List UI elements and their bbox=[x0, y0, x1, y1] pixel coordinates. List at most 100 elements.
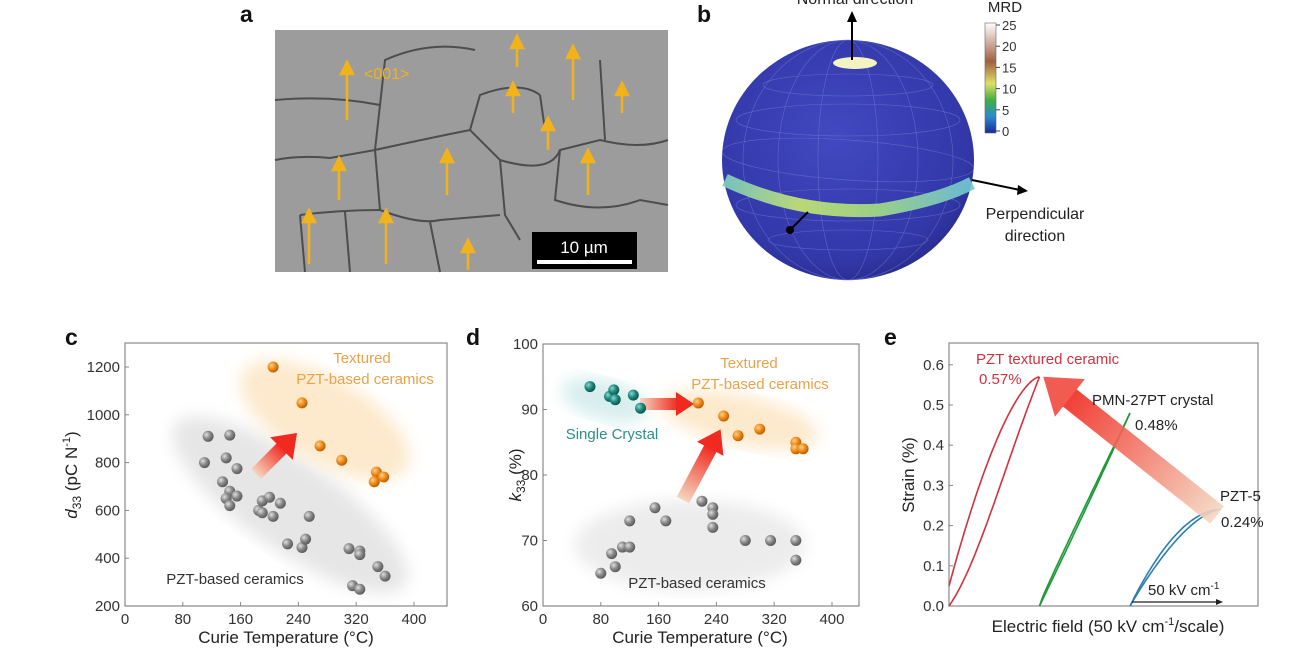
data-point bbox=[609, 394, 621, 406]
data-point bbox=[303, 510, 315, 522]
data-point bbox=[692, 397, 704, 409]
data-point bbox=[256, 507, 268, 519]
textured-label-line1: Textured bbox=[333, 350, 391, 367]
colorbar-tick-label: 10 bbox=[1002, 82, 1016, 97]
x-tick-label: 320 bbox=[344, 611, 369, 628]
data-point bbox=[627, 389, 639, 401]
colorbar-title: MRD bbox=[988, 0, 1022, 16]
y-tick-label: 80 bbox=[521, 467, 538, 484]
x-tick-label: 160 bbox=[228, 611, 253, 628]
single-crystal-region bbox=[561, 377, 649, 423]
y-axis-label-c: d33 (pC N-1) bbox=[61, 431, 84, 518]
data-point bbox=[606, 548, 618, 560]
panel-letter-d: d bbox=[466, 324, 480, 350]
normal-direction-label: Normal direction bbox=[797, 0, 913, 8]
improvement-arrow-c bbox=[251, 432, 298, 479]
data-point bbox=[608, 384, 620, 396]
y-tick-label: 0.2 bbox=[923, 518, 944, 535]
data-point bbox=[202, 430, 214, 442]
scale-bar-label: 10 µm bbox=[560, 238, 608, 257]
improvement-arrow-e bbox=[1043, 376, 1224, 524]
data-point bbox=[609, 561, 621, 573]
y-tick-label: 0.4 bbox=[923, 437, 944, 454]
data-point bbox=[379, 570, 391, 582]
data-point bbox=[354, 583, 366, 595]
x-tick-label: 160 bbox=[646, 611, 671, 628]
data-point bbox=[649, 502, 661, 514]
series-label-pmn-pt: PMN-27PT crystal bbox=[1092, 392, 1213, 409]
strain-curve-lower bbox=[948, 376, 1041, 607]
data-point bbox=[343, 543, 355, 555]
data-point bbox=[224, 429, 236, 441]
data-point bbox=[732, 430, 744, 442]
single-crystal-label: Single Crystal bbox=[566, 426, 659, 443]
scale-bar: 10 µm bbox=[532, 232, 637, 269]
y-tick-label: 60 bbox=[521, 598, 538, 615]
data-point bbox=[660, 515, 672, 527]
perpendicular-label-line2: direction bbox=[1005, 228, 1065, 245]
data-point bbox=[624, 541, 636, 553]
direction-label: <001> bbox=[364, 66, 409, 83]
y-tick-label: 0.6 bbox=[923, 357, 944, 374]
x-axis-label-e: Electric field (50 kV cm-1/scale) bbox=[992, 616, 1225, 636]
panel-letter-b: b bbox=[697, 1, 711, 27]
pole-sphere: Normal direction Perpendicular direction bbox=[721, 0, 1085, 281]
series-label-pzt-textured: PZT textured ceramic bbox=[976, 351, 1120, 368]
panel-letter-a: a bbox=[240, 1, 253, 27]
max-strain-pmn-pt: 0.48% bbox=[1135, 417, 1178, 434]
y-axis-label-d: k33 (%) bbox=[506, 448, 528, 501]
data-point bbox=[217, 476, 229, 488]
colorbar-tick-label: 20 bbox=[1002, 39, 1016, 54]
data-point bbox=[739, 535, 751, 546]
x-tick-label: 80 bbox=[592, 611, 609, 628]
x-tick-label: 400 bbox=[819, 611, 844, 628]
data-point bbox=[790, 554, 802, 566]
field-scale-label: 50 kV cm-1 bbox=[1148, 581, 1220, 599]
data-point bbox=[231, 463, 243, 475]
data-point bbox=[314, 440, 326, 452]
y-tick-label: 400 bbox=[95, 550, 120, 567]
plot-frame-e bbox=[948, 342, 1259, 607]
data-point bbox=[707, 508, 719, 520]
data-point bbox=[584, 381, 596, 393]
data-point bbox=[718, 410, 730, 422]
textured-label-line1: Textured bbox=[720, 355, 778, 372]
y-tick-label: 1200 bbox=[87, 359, 120, 376]
data-point bbox=[765, 535, 777, 546]
x-tick-label: 240 bbox=[704, 611, 729, 628]
y-tick-label: 100 bbox=[513, 336, 538, 353]
data-point bbox=[274, 497, 286, 509]
data-point bbox=[378, 471, 390, 483]
data-point bbox=[267, 361, 279, 373]
data-point bbox=[635, 402, 647, 414]
x-tick-label: 0 bbox=[121, 611, 129, 628]
colorbar: MRD 25 20 15 10 5 0 bbox=[984, 0, 1022, 139]
max-strain-pzt-textured: 0.57% bbox=[979, 371, 1022, 388]
perpendicular-label-line1: Perpendicular bbox=[986, 206, 1085, 223]
panel-b: b Normal direction Perpendicular directi… bbox=[697, 0, 1085, 281]
y-tick-label: 0.0 bbox=[923, 598, 944, 615]
data-point bbox=[696, 495, 708, 507]
textured-region bbox=[240, 360, 410, 480]
x-axis-label-d: Curie Temperature (°C) bbox=[612, 628, 788, 647]
data-point bbox=[372, 561, 384, 573]
panel-e: e 0.0 0.1 0.2 0.3 0.4 0.5 0.6 PZT textured cer… bbox=[884, 324, 1264, 636]
data-point bbox=[231, 490, 243, 502]
data-point bbox=[198, 457, 210, 469]
colorbar-tick-label: 25 bbox=[1002, 18, 1016, 33]
x-tick-label: 400 bbox=[401, 611, 426, 628]
field-scale-bar: 50 kV cm-1 bbox=[1132, 581, 1223, 605]
y-tick-label: 0.1 bbox=[923, 558, 944, 575]
series-label-pzt5: PZT-5 bbox=[1220, 488, 1261, 505]
y-tick-label: 200 bbox=[95, 598, 120, 615]
data-point bbox=[263, 491, 275, 503]
plot-frame-c bbox=[124, 342, 448, 607]
data-point bbox=[354, 549, 366, 561]
data-point bbox=[300, 533, 312, 545]
y-tick-label: 800 bbox=[95, 455, 120, 472]
data-point bbox=[624, 515, 636, 527]
data-point bbox=[595, 567, 607, 579]
data-point bbox=[282, 538, 294, 550]
x-axis-label-c: Curie Temperature (°C) bbox=[198, 628, 374, 647]
